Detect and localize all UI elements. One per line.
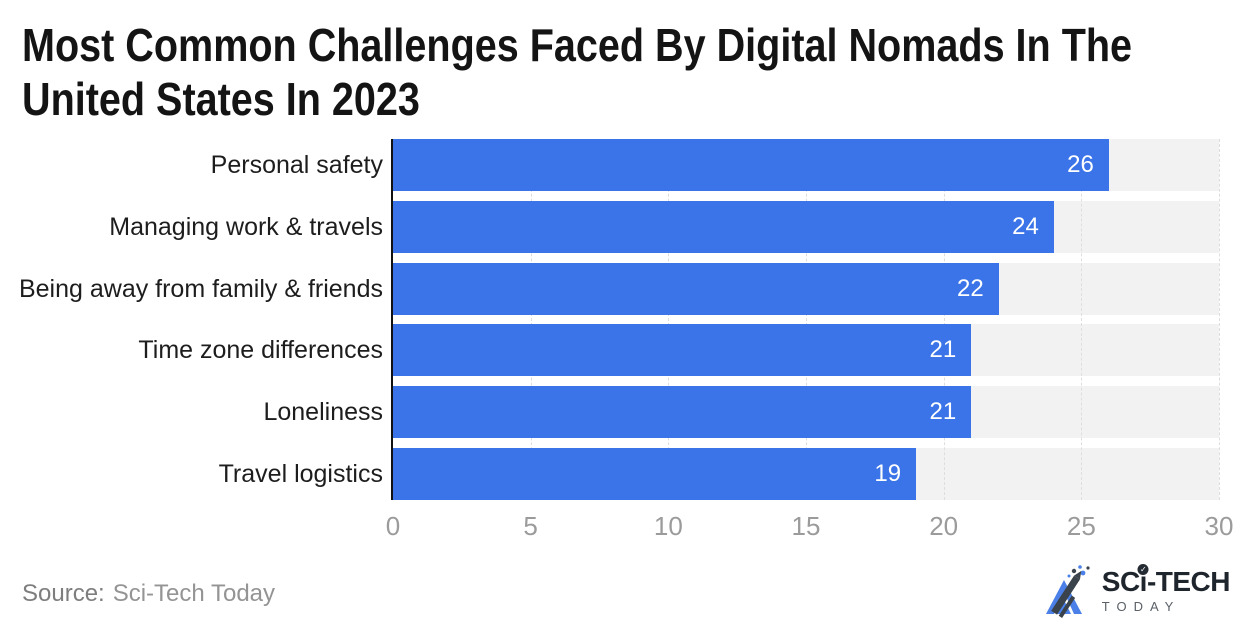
source-value: Sci-Tech Today <box>112 580 276 607</box>
bar-value-label: 21 <box>929 336 957 364</box>
bar-value-label: 22 <box>957 274 984 302</box>
chart-title-line-2: United States In 2023 <box>22 73 420 125</box>
category-label: Time zone differences <box>138 336 383 365</box>
bar-value-label: 24 <box>1012 212 1039 240</box>
chart-title: Most Common Challenges Faced By Digital … <box>22 18 1132 126</box>
bar-track: 26 <box>393 139 1219 191</box>
brand-suffix: -TECH <box>1146 565 1231 597</box>
chart-title-line-1: Most Common Challenges Faced By Digital … <box>22 19 1133 71</box>
brand-i: i ✓ <box>1137 563 1149 597</box>
gridline <box>1219 139 1220 500</box>
source-note: Source: Sci-Tech Today <box>22 580 275 608</box>
gridline <box>943 139 945 500</box>
bar: 24 <box>393 200 1054 253</box>
x-tick-label: 25 <box>1066 511 1096 541</box>
scitech-tagline: TODAY <box>1101 598 1181 614</box>
brand-prefix: SC <box>1101 565 1140 597</box>
bar-value-label: 26 <box>1067 151 1094 178</box>
check-icon: ✓ <box>1137 563 1149 575</box>
x-tick-label: 20 <box>929 511 959 541</box>
category-label: Being away from family & friends <box>18 274 383 303</box>
bar: 21 <box>393 386 972 439</box>
x-tick-label: 0 <box>385 511 401 541</box>
y-axis-line <box>391 139 393 500</box>
gridline <box>1081 139 1083 500</box>
category-labels: Personal safety Managing work & travels Be… <box>0 139 383 500</box>
bar: 26 <box>393 139 1109 191</box>
x-tick-label: 10 <box>653 511 683 541</box>
plot-area: 26 24 22 21 21 19 <box>393 139 1220 500</box>
category-label: Managing work & travels <box>109 212 383 241</box>
source-label: Source: <box>22 580 105 607</box>
scitech-logo-text: SCi ✓ -TECH TODAY <box>1101 563 1231 614</box>
bar-track: 21 <box>393 386 1219 439</box>
bar: 19 <box>393 447 917 500</box>
bar-track: 19 <box>393 447 1219 500</box>
category-label: Travel logistics <box>218 459 383 488</box>
scitech-brand: SCi ✓ -TECH <box>1101 563 1231 597</box>
x-tick-label: 5 <box>523 511 538 541</box>
bar-track: 21 <box>393 324 1219 377</box>
bar-track: 22 <box>393 262 1219 315</box>
bar: 21 <box>393 324 972 377</box>
bar-value-label: 21 <box>929 398 957 426</box>
x-axis: 0 5 10 15 20 25 30 <box>386 508 1234 544</box>
gridline <box>806 139 807 500</box>
bar-value-label: 19 <box>874 459 902 487</box>
category-label: Personal safety <box>210 151 383 179</box>
category-label: Loneliness <box>263 398 383 427</box>
x-tick-label: 30 <box>1204 511 1234 541</box>
gridline <box>530 139 532 500</box>
gridline <box>668 139 670 500</box>
x-tick-label: 15 <box>791 511 821 541</box>
bar-track: 24 <box>393 200 1219 253</box>
scitech-logo-mark-icon <box>1045 565 1090 618</box>
bar: 22 <box>393 262 999 315</box>
scitech-logo: SCi ✓ -TECH TODAY <box>1043 562 1231 618</box>
